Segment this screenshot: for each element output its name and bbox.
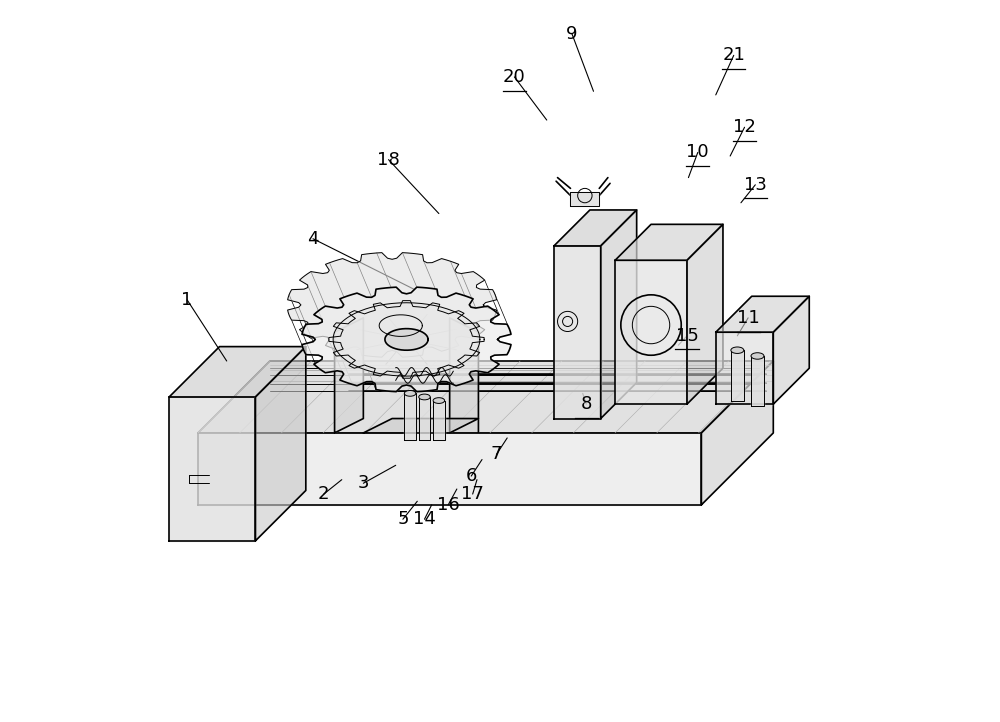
Text: 15: 15 xyxy=(676,327,698,345)
Polygon shape xyxy=(385,329,428,350)
Polygon shape xyxy=(450,318,478,433)
Polygon shape xyxy=(554,210,637,246)
Text: 8: 8 xyxy=(581,395,592,413)
Text: 18: 18 xyxy=(377,151,400,169)
Polygon shape xyxy=(716,332,773,404)
Text: 13: 13 xyxy=(744,175,767,193)
Polygon shape xyxy=(198,433,701,505)
Polygon shape xyxy=(615,225,723,261)
Polygon shape xyxy=(433,401,445,440)
Text: 3: 3 xyxy=(358,474,369,492)
Text: 11: 11 xyxy=(737,309,760,327)
Polygon shape xyxy=(554,246,601,419)
Text: 12: 12 xyxy=(733,118,756,136)
Polygon shape xyxy=(198,361,773,433)
Text: 5: 5 xyxy=(397,510,409,529)
Text: 14: 14 xyxy=(413,510,436,529)
Polygon shape xyxy=(601,210,637,419)
Ellipse shape xyxy=(433,398,445,404)
Text: 10: 10 xyxy=(686,144,709,162)
Text: 1: 1 xyxy=(181,291,193,309)
Polygon shape xyxy=(363,419,478,433)
Polygon shape xyxy=(701,361,773,505)
Polygon shape xyxy=(335,318,363,433)
Polygon shape xyxy=(716,296,809,332)
Polygon shape xyxy=(731,350,744,401)
Text: 6: 6 xyxy=(466,467,477,485)
Polygon shape xyxy=(333,303,480,376)
Ellipse shape xyxy=(404,391,416,396)
Text: 16: 16 xyxy=(437,496,460,514)
Polygon shape xyxy=(169,347,306,397)
Polygon shape xyxy=(615,261,687,404)
Ellipse shape xyxy=(419,394,430,400)
Text: 7: 7 xyxy=(491,445,502,464)
Polygon shape xyxy=(288,253,497,357)
Text: 21: 21 xyxy=(722,46,745,64)
Polygon shape xyxy=(255,347,306,541)
Polygon shape xyxy=(419,397,430,440)
Polygon shape xyxy=(773,296,809,404)
Text: 2: 2 xyxy=(318,485,330,503)
Text: 4: 4 xyxy=(307,230,319,248)
Text: 17: 17 xyxy=(461,485,484,503)
Ellipse shape xyxy=(751,353,764,360)
Polygon shape xyxy=(302,287,511,391)
Polygon shape xyxy=(687,225,723,404)
Text: 20: 20 xyxy=(503,68,526,86)
Polygon shape xyxy=(751,356,764,406)
Polygon shape xyxy=(570,192,599,206)
Ellipse shape xyxy=(731,347,744,354)
Polygon shape xyxy=(169,397,255,541)
Text: 9: 9 xyxy=(566,25,578,43)
Polygon shape xyxy=(404,393,416,440)
